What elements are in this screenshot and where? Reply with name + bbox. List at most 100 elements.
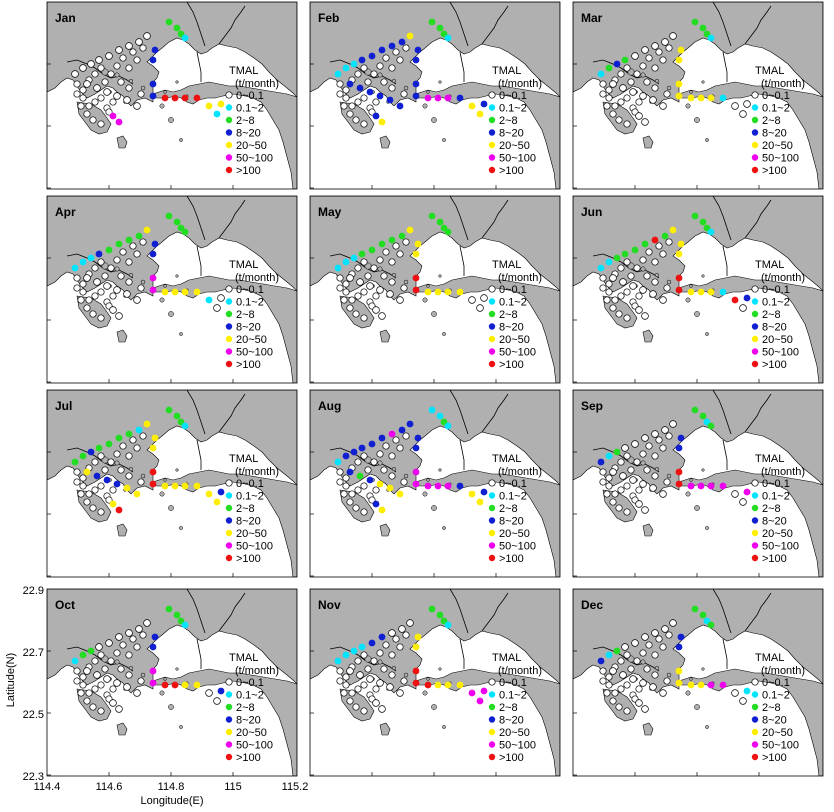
legend-label: 50~100 [762, 541, 799, 553]
station-marker [370, 70, 378, 78]
station-marker [651, 430, 659, 438]
legend-swatch [225, 529, 233, 537]
legend-swatch [751, 323, 759, 330]
station-marker [414, 633, 422, 641]
station-marker [151, 633, 159, 641]
land-mass [573, 2, 823, 107]
island [426, 677, 430, 681]
island [163, 284, 167, 288]
station-marker [386, 96, 394, 104]
legend-swatch [225, 310, 233, 318]
station-marker [436, 218, 444, 226]
legend-title: TMAL [755, 259, 784, 271]
station-marker [360, 94, 368, 102]
station-marker [139, 432, 147, 440]
station-marker [392, 242, 400, 250]
station-marker [376, 92, 384, 100]
island [689, 677, 693, 681]
station-marker [380, 78, 388, 86]
island [666, 672, 672, 678]
station-marker [651, 651, 659, 659]
station-marker [354, 292, 362, 300]
station-marker [619, 671, 627, 679]
station-marker [125, 278, 133, 286]
station-marker [412, 92, 420, 100]
station-marker [623, 94, 631, 102]
legend-swatch [225, 104, 233, 111]
station-marker [378, 240, 386, 248]
station-marker [213, 110, 221, 118]
legend-swatch [751, 753, 759, 761]
land-mass [47, 196, 297, 301]
island [175, 468, 179, 472]
station-marker [161, 94, 169, 102]
station-marker [615, 116, 623, 124]
station-marker [655, 242, 663, 250]
station-marker [675, 56, 683, 64]
legend-label: 50~100 [236, 347, 273, 359]
station-marker [97, 258, 105, 266]
station-marker [687, 681, 695, 689]
station-marker [743, 488, 751, 496]
station-marker [480, 294, 488, 302]
station-marker [360, 288, 368, 296]
station-marker [388, 64, 396, 72]
station-marker [93, 84, 101, 92]
station-marker [91, 657, 99, 665]
station-marker [71, 657, 79, 665]
station-marker [617, 70, 625, 78]
station-marker [358, 56, 366, 64]
legend-label: >100 [762, 165, 787, 177]
station-marker [151, 240, 159, 248]
legend-unit: (t/month) [761, 78, 805, 90]
island [654, 665, 660, 671]
station-marker [697, 288, 705, 296]
legend-swatch [225, 741, 233, 748]
legend-label: 8~20 [236, 715, 261, 727]
station-marker [346, 498, 354, 506]
station-marker [605, 681, 613, 689]
station-marker [340, 102, 348, 110]
station-marker [171, 482, 179, 490]
station-marker [621, 56, 629, 64]
legend-swatch [225, 492, 233, 499]
island [168, 704, 174, 710]
station-marker [85, 689, 93, 697]
station-marker [659, 444, 667, 452]
station-marker [623, 508, 631, 516]
island [140, 85, 146, 91]
station-marker [366, 88, 374, 96]
legend-unit: (t/month) [235, 665, 279, 677]
station-marker [340, 296, 348, 304]
legend-swatch [488, 129, 496, 136]
land-mass [47, 589, 297, 694]
island [705, 526, 709, 530]
station-marker [707, 94, 715, 102]
river-line [722, 51, 728, 82]
month-label: Mar [581, 11, 603, 25]
map-area [310, 390, 560, 577]
station-marker [707, 621, 715, 629]
station-marker [639, 649, 647, 657]
station-marker [137, 478, 145, 486]
panel-feb: Feb TMAL(t/month)0~0.10.1~22~88~2020~5050… [309, 1, 561, 190]
station-marker [129, 242, 137, 250]
station-marker [165, 212, 173, 220]
station-marker [133, 490, 141, 498]
legend-swatch [488, 542, 496, 549]
legend-swatch [751, 166, 759, 174]
station-marker [342, 94, 350, 102]
legend-swatch [751, 104, 759, 111]
station-marker [143, 32, 151, 40]
month-label: Nov [318, 598, 341, 612]
land-mass [47, 390, 297, 495]
station-marker [89, 703, 97, 711]
station-marker [621, 444, 629, 452]
legend-label: 50~100 [762, 740, 799, 752]
station-marker [731, 490, 739, 498]
station-marker [101, 665, 109, 673]
legend-label: 0~0.1 [499, 677, 527, 689]
station-marker [129, 48, 137, 56]
station-marker [631, 246, 639, 254]
station-marker [87, 254, 95, 262]
